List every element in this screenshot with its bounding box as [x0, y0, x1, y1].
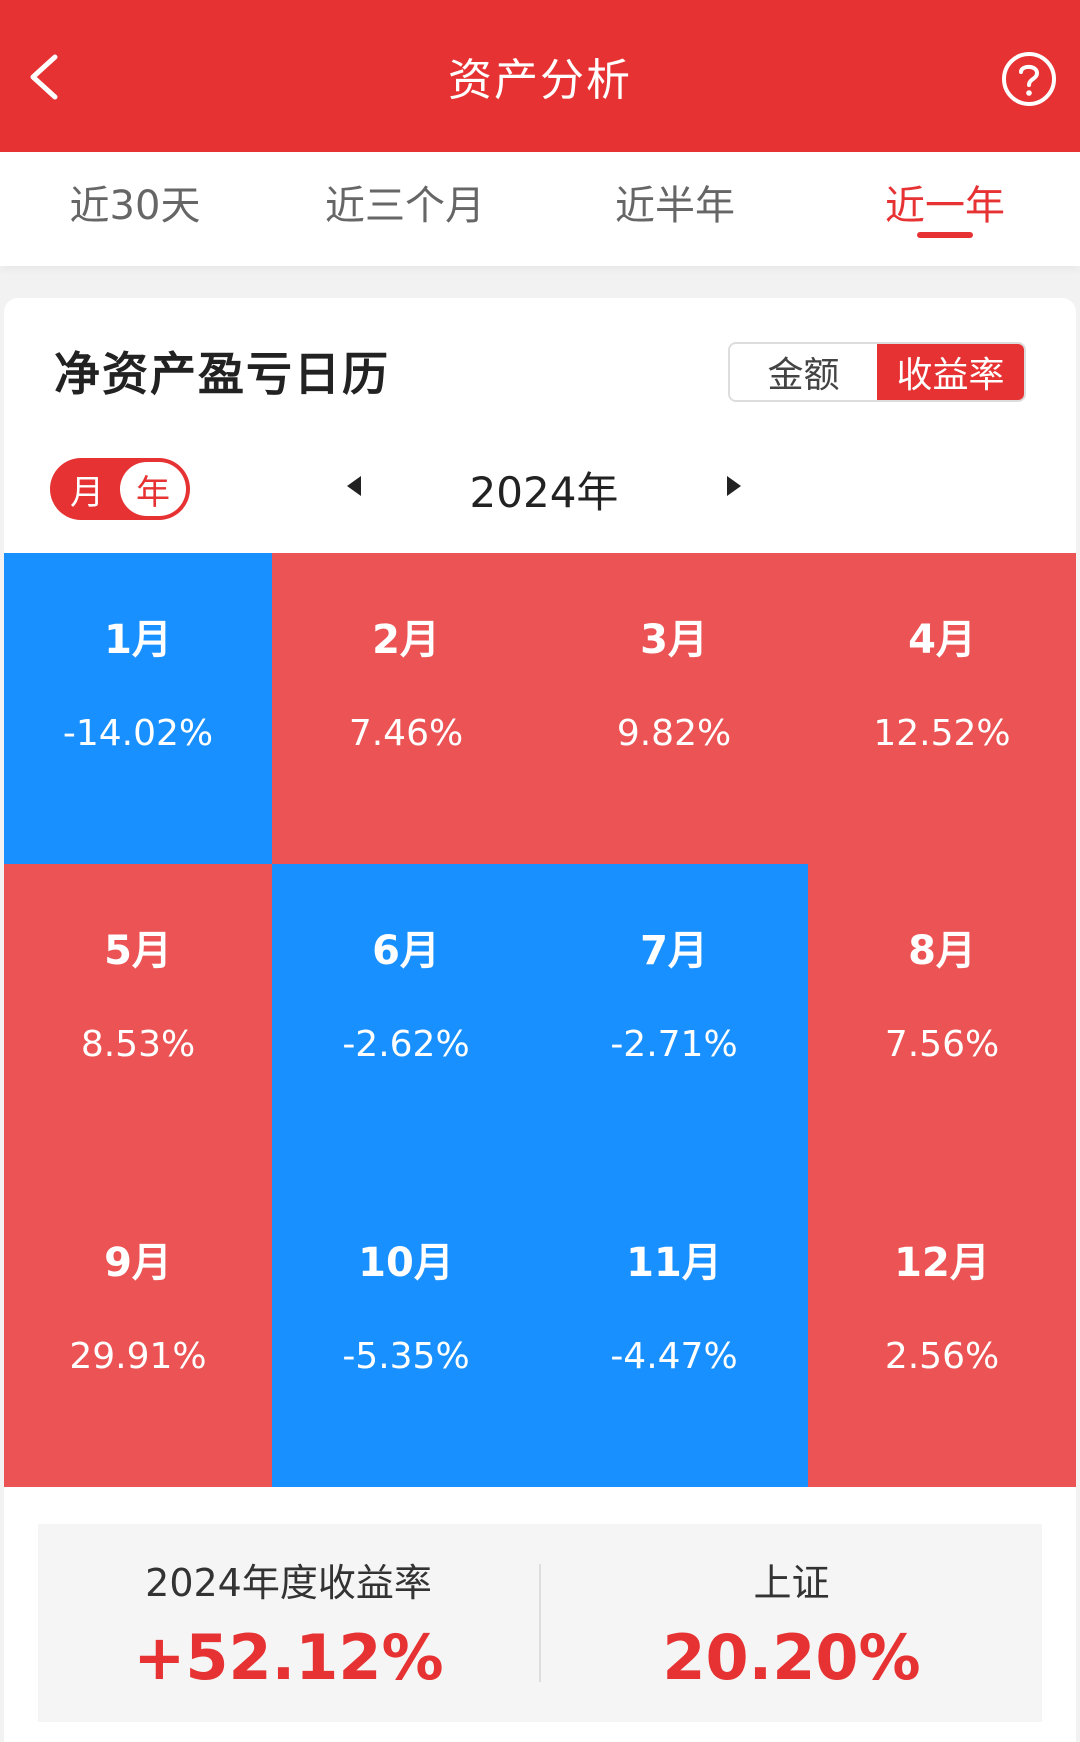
month-cell[interactable]: 6月 -2.62% — [272, 864, 540, 1176]
month-return: 9.82% — [616, 713, 732, 754]
month-label: 6月 — [372, 928, 440, 975]
month-cell[interactable]: 7月 -2.71% — [540, 864, 808, 1176]
month-label: 5月 — [104, 928, 172, 975]
next-year-button[interactable] — [714, 474, 754, 504]
amount-option[interactable]: 金额 — [730, 344, 877, 400]
month-label: 3月 — [640, 617, 708, 663]
month-cell[interactable]: 5月 8.53% — [4, 864, 272, 1176]
month-cell[interactable]: 11月 -4.47% — [540, 1175, 808, 1487]
month-label: 10月 — [358, 1239, 454, 1286]
annual-return-value: +52.12% — [133, 1621, 444, 1694]
month-label: 11月 — [626, 1239, 722, 1286]
index-return-block: 上证 20.20% — [541, 1552, 1042, 1694]
index-label: 上证 — [753, 1561, 830, 1605]
caret-right-icon — [726, 476, 741, 496]
month-return: -4.47% — [610, 1335, 738, 1377]
month-label: 2月 — [372, 617, 440, 663]
page-title: 资产分析 — [448, 55, 632, 106]
month-return: 7.46% — [348, 713, 464, 754]
tab-half-year[interactable]: 近半年 — [540, 152, 810, 266]
month-cell[interactable]: 1月 -14.02% — [4, 553, 272, 865]
month-return: 8.53% — [80, 1024, 196, 1066]
index-value: 20.20% — [662, 1621, 921, 1694]
month-cell[interactable]: 12月 2.56% — [808, 1175, 1076, 1487]
year-navigator: 2024年 — [334, 458, 754, 520]
month-return: 7.56% — [884, 1024, 1000, 1066]
month-cell[interactable]: 4月 12.52% — [808, 553, 1076, 865]
summary-divider — [539, 1564, 541, 1682]
month-label: 8月 — [908, 928, 976, 975]
annual-return-block: 2024年度收益率 +52.12% — [38, 1552, 539, 1694]
month-year-toggle: 月 年 — [50, 458, 190, 520]
question-circle-icon — [1002, 52, 1056, 106]
tab-3-months[interactable]: 近三个月 — [270, 152, 540, 266]
month-option[interactable]: 月 — [70, 472, 104, 513]
active-tab-indicator — [917, 232, 973, 238]
tab-label: 近半年 — [615, 183, 735, 229]
month-return: -14.02% — [62, 713, 214, 754]
help-button[interactable] — [1000, 50, 1058, 108]
month-return: -5.35% — [342, 1335, 470, 1377]
month-label: 7月 — [640, 928, 708, 975]
month-return: 29.91% — [69, 1335, 207, 1377]
top-bar: 资产分析 — [0, 0, 1080, 152]
month-cell[interactable]: 8月 7.56% — [808, 864, 1076, 1176]
month-return: 12.52% — [873, 713, 1011, 754]
month-label: 1月 — [104, 617, 172, 663]
month-grid: 1月 -14.02% 2月 7.46% 3月 9.82% 4月 12.52% 5月 8.53% 6月… — [4, 553, 1076, 1487]
month-return: -2.71% — [610, 1024, 738, 1066]
month-return: 2.56% — [884, 1335, 1000, 1377]
period-tabs: 近30天 近三个月 近半年 近一年 — [0, 152, 1080, 266]
annual-return-label: 2024年度收益率 — [145, 1561, 432, 1605]
tab-label: 近一年 — [885, 183, 1005, 229]
tab-label: 近三个月 — [325, 183, 485, 229]
month-cell[interactable]: 10月 -5.35% — [272, 1175, 540, 1487]
annual-summary: 2024年度收益率 +52.12% 上证 20.20% — [38, 1524, 1042, 1722]
month-cell[interactable]: 3月 9.82% — [540, 553, 808, 865]
month-label: 12月 — [894, 1239, 990, 1286]
year-label: 2024年 — [469, 467, 619, 517]
month-cell[interactable]: 9月 29.91% — [4, 1175, 272, 1487]
caret-left-icon — [347, 476, 361, 496]
back-button[interactable] — [14, 44, 74, 110]
tab-one-year[interactable]: 近一年 — [810, 152, 1080, 266]
pnl-calendar-card: 净资产盈亏日历 金额 收益率 月 年 2024年 1月 -14.02% 2月 7.46… — [4, 298, 1076, 1742]
chevron-left-icon — [30, 54, 58, 100]
card-title: 净资产盈亏日历 — [54, 347, 390, 401]
prev-year-button[interactable] — [334, 474, 374, 504]
tab-30-days[interactable]: 近30天 — [0, 152, 270, 266]
month-cell[interactable]: 2月 7.46% — [272, 553, 540, 865]
rate-option[interactable]: 收益率 — [877, 344, 1024, 400]
month-label: 4月 — [908, 617, 976, 663]
metric-switch: 金额 收益率 — [728, 342, 1026, 402]
tab-label: 近30天 — [69, 183, 201, 229]
year-option[interactable]: 年 — [120, 462, 186, 516]
month-return: -2.62% — [342, 1024, 470, 1066]
month-label: 9月 — [104, 1239, 172, 1286]
